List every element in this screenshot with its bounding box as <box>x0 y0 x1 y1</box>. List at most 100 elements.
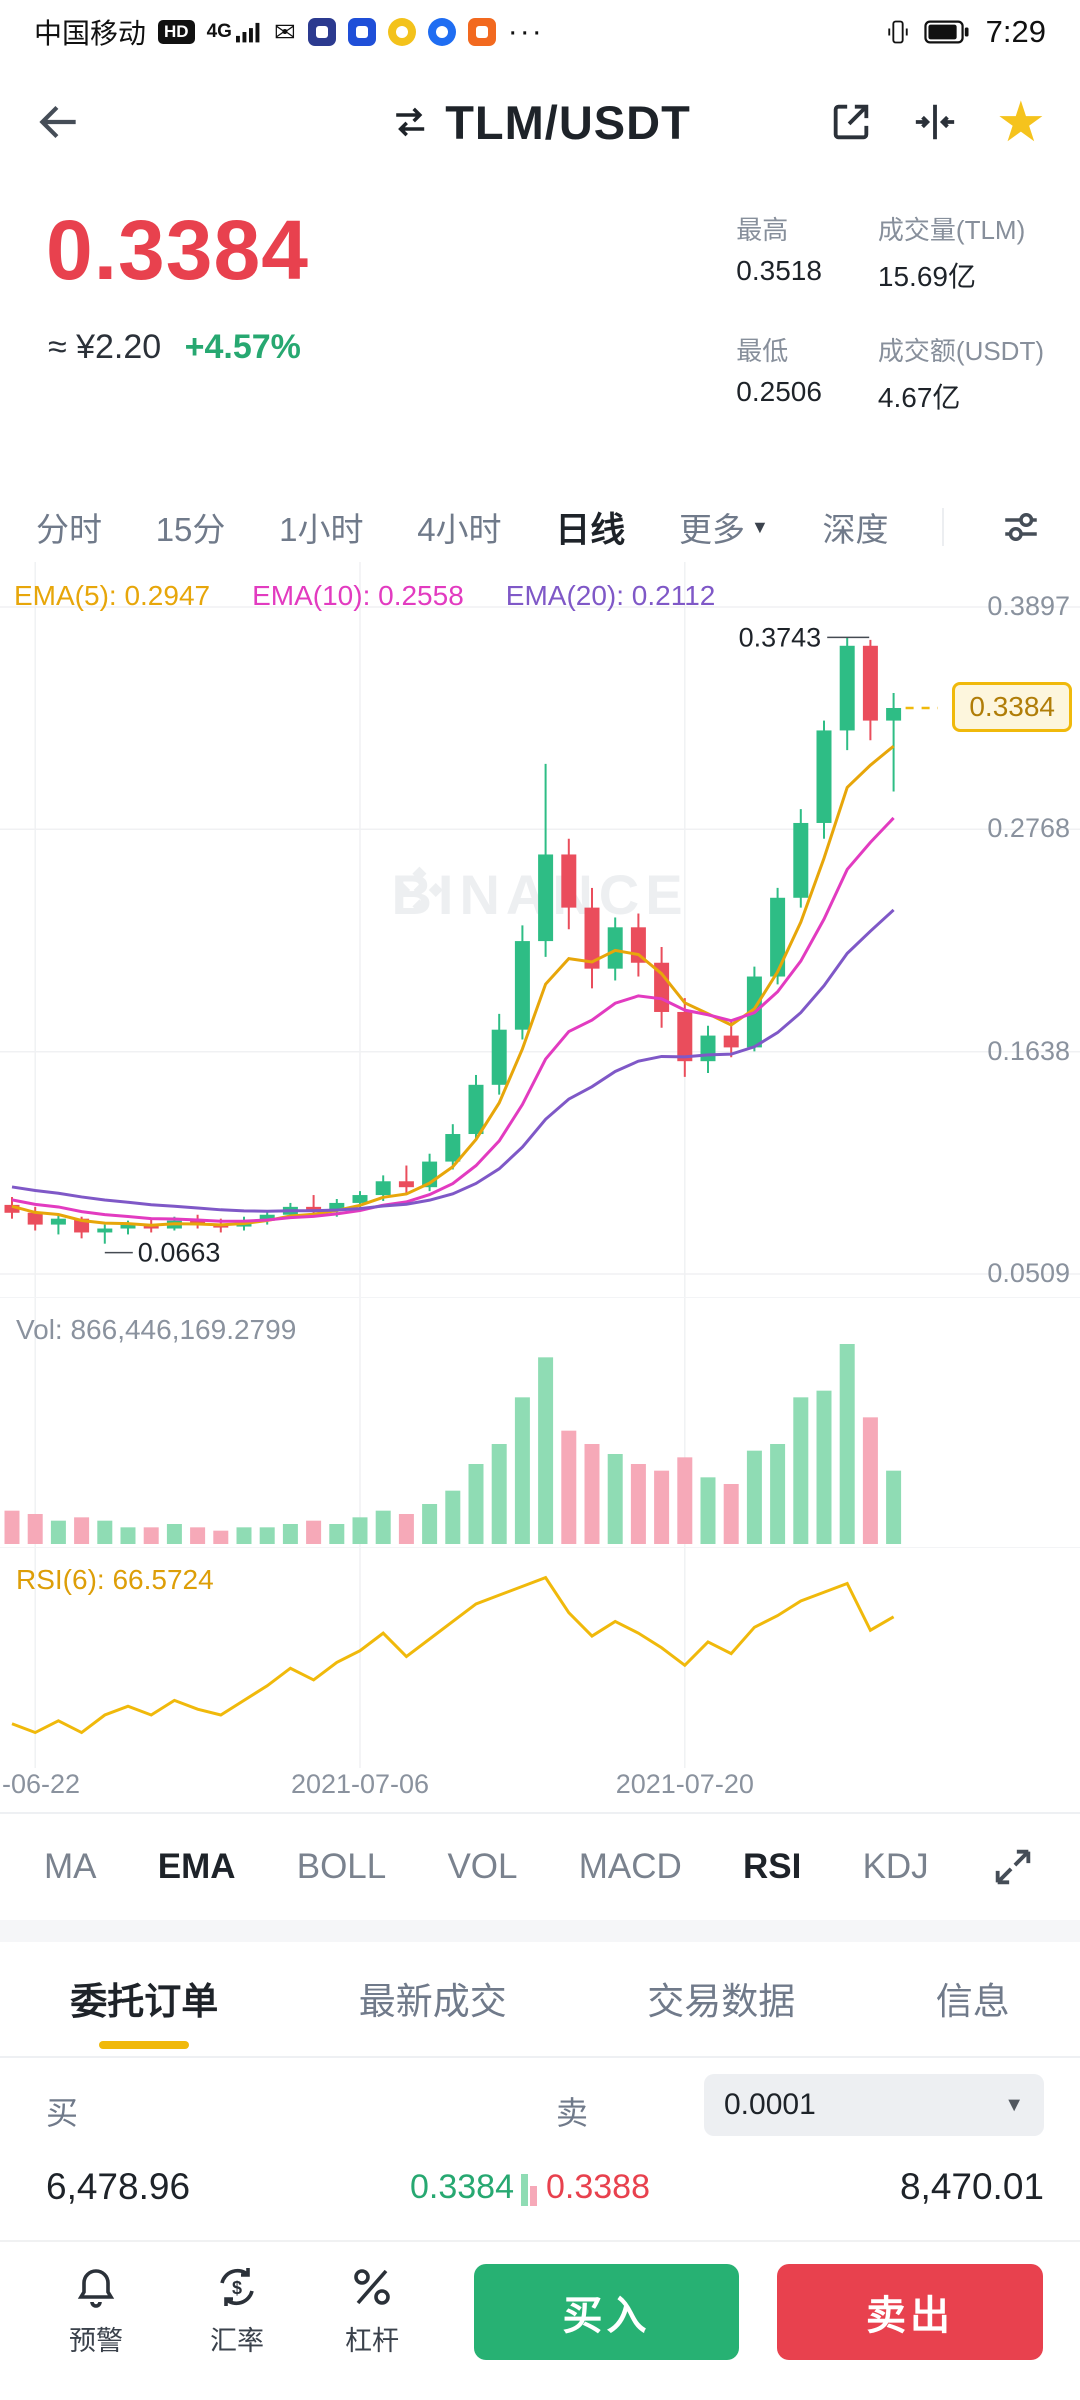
tab-15m[interactable]: 15分 <box>155 511 226 548</box>
price-section: 0.3384 ≈ ¥2.20 +4.57% 最高 0.3518 成交量(TLM) 1… <box>0 180 1080 490</box>
notification-icon <box>467 18 496 46</box>
price-chart-panel[interactable]: BINANCE 0.3743 0.0663 EMA(5): 0.2947 EMA(… <box>0 562 1080 1297</box>
indicator-tabs: MA EMA BOLL VOL MACD RSI KDJ <box>0 1814 1080 1920</box>
stat-value: 0.2506 <box>736 376 822 407</box>
x-axis-label: 2021-07-20 <box>615 1769 754 1799</box>
indicator-boll[interactable]: BOLL <box>296 1847 387 1886</box>
stat-label: 最低 <box>736 336 789 366</box>
rate-label: 汇率 <box>210 2326 264 2356</box>
x-axis-labels: -06-22 2021-07-06 2021-07-20 <box>0 1767 1080 1807</box>
indicator-rsi[interactable]: RSI <box>742 1847 802 1886</box>
back-button[interactable] <box>34 97 84 147</box>
status-bar: 中国移动 HD 4G ✉ ··· 7:29 <box>0 0 1080 64</box>
tab-1h[interactable]: 1小时 <box>279 511 364 548</box>
alert-label: 预警 <box>69 2326 123 2356</box>
leverage-percent-icon <box>354 2269 390 2305</box>
indicator-kdj[interactable]: KDJ <box>862 1847 929 1886</box>
bid-amount: 6,478.96 <box>46 2166 191 2207</box>
depth-mini-bars <box>521 2170 537 2206</box>
signal-strength-icon <box>235 22 260 43</box>
divider <box>942 508 945 546</box>
ask-amount: 8,470.01 <box>899 2166 1044 2207</box>
divider <box>0 1812 1080 1814</box>
tab-open-orders[interactable]: 委托订单 <box>70 1961 218 2035</box>
y-axis-label: 0.3897 <box>987 591 1070 621</box>
hd-badge: HD <box>158 20 195 44</box>
volume-panel[interactable]: Vol: 866,446,169.2799 <box>0 1297 1080 1548</box>
bid-price[interactable]: 0.3384 <box>410 2168 514 2206</box>
stat-label: 最高 <box>736 215 789 245</box>
fiat-price: ≈ ¥2.20 <box>48 328 162 366</box>
carrier-label: 中国移动 <box>34 18 147 49</box>
market-stats: 最高 0.3518 成交量(TLM) 15.69亿 最低 0.2506 成交额(USD… <box>736 210 1044 416</box>
exchange-rate-icon: $ <box>220 2268 254 2306</box>
ema5-label: EMA(5): 0.2947 <box>14 580 211 611</box>
indicator-ema[interactable]: EMA <box>157 1847 236 1886</box>
notification-icon <box>347 18 376 46</box>
section-divider <box>0 1920 1080 1942</box>
current-price-tag: 0.3384 <box>952 681 1072 732</box>
alert-button[interactable]: 预警 <box>63 2262 129 2359</box>
binance-logo-icon <box>396 866 443 914</box>
tab-depth[interactable]: 深度 <box>822 511 889 548</box>
share-button[interactable] <box>828 99 874 145</box>
fullscreen-chart-button[interactable] <box>990 1844 1036 1890</box>
chart-area[interactable]: BINANCE 0.3743 0.0663 EMA(5): 0.2947 EMA(… <box>0 562 1080 1807</box>
clock: 7:29 <box>985 14 1046 49</box>
divider <box>0 2056 1080 2058</box>
vibrate-mode-icon <box>887 20 908 44</box>
chevron-down-icon: ▼ <box>750 516 769 537</box>
pair-title-label: TLM/USDT <box>445 95 691 149</box>
volume-bars <box>4 1298 902 1548</box>
y-axis-label: 0.0509 <box>987 1258 1070 1288</box>
notification-icon <box>307 18 336 46</box>
indicator-vol[interactable]: VOL <box>447 1847 518 1886</box>
favorite-star-icon: ★ <box>995 90 1046 153</box>
candlestick-chart[interactable]: 0.3743 0.0663 <box>0 562 1080 1297</box>
chart-compare-button[interactable] <box>912 99 958 145</box>
rsi-panel[interactable]: RSI(6): 66.5724 <box>0 1547 1080 1768</box>
tab-latest-trades[interactable]: 最新成交 <box>358 1981 507 2022</box>
precision-dropdown[interactable]: 0.0001 ▼ <box>704 2074 1044 2136</box>
x-axis-label: 2021-07-06 <box>290 1769 430 1799</box>
rate-button[interactable]: $ 汇率 <box>204 2262 270 2359</box>
leverage-button[interactable]: 杠杆 <box>339 2262 405 2359</box>
stat-value: 0.3518 <box>736 255 822 286</box>
precision-value: 0.0001 <box>724 2088 816 2121</box>
share-icon <box>833 104 869 140</box>
stat-value: 15.69亿 <box>877 261 976 292</box>
tab-more[interactable]: 更多 ▼ <box>678 511 769 548</box>
ema20-label: EMA(20): 0.2112 <box>505 580 716 611</box>
compare-icon <box>915 104 954 140</box>
tab-4h[interactable]: 4小时 <box>417 511 502 548</box>
price-change: +4.57% <box>184 328 301 366</box>
buy-button[interactable]: 买入 <box>474 2264 739 2360</box>
sell-side-label: 卖 <box>556 2095 589 2131</box>
ask-price[interactable]: 0.3388 <box>546 2168 650 2206</box>
indicator-macd[interactable]: MACD <box>578 1847 682 1886</box>
sliders-icon <box>1005 513 1037 541</box>
buy-side-label: 买 <box>46 2095 79 2131</box>
sell-button[interactable]: 卖出 <box>777 2264 1043 2360</box>
ema-legend: EMA(5): 0.2947 EMA(10): 0.2558 EMA(20): … <box>14 580 715 612</box>
favorite-button[interactable]: ★ <box>996 94 1046 150</box>
battery-icon <box>924 20 969 44</box>
svg-text:0.0663: 0.0663 <box>138 1238 221 1268</box>
volume-label: Vol: 866,446,169.2799 <box>16 1314 297 1345</box>
tab-trading-data[interactable]: 交易数据 <box>647 1981 796 2022</box>
message-icon: ✉ <box>273 17 296 47</box>
notification-icon <box>387 18 416 46</box>
tab-time[interactable]: 分时 <box>36 511 102 548</box>
tab-info[interactable]: 信息 <box>935 1981 1010 2022</box>
rsi-label: RSI(6): 66.5724 <box>16 1564 214 1595</box>
notification-icon <box>427 18 456 46</box>
chart-settings-button[interactable] <box>998 506 1044 548</box>
last-price: 0.3384 <box>46 203 309 297</box>
pair-selector[interactable]: TLM/USDT <box>389 95 691 150</box>
tab-1d[interactable]: 日线 <box>555 510 626 550</box>
ema10-label: EMA(10): 0.2558 <box>252 580 464 611</box>
x-axis-label: -06-22 <box>2 1769 81 1799</box>
header: TLM/USDT ★ <box>0 64 1080 180</box>
binance-watermark: BINANCE <box>391 862 688 927</box>
indicator-ma[interactable]: MA <box>44 1847 97 1886</box>
